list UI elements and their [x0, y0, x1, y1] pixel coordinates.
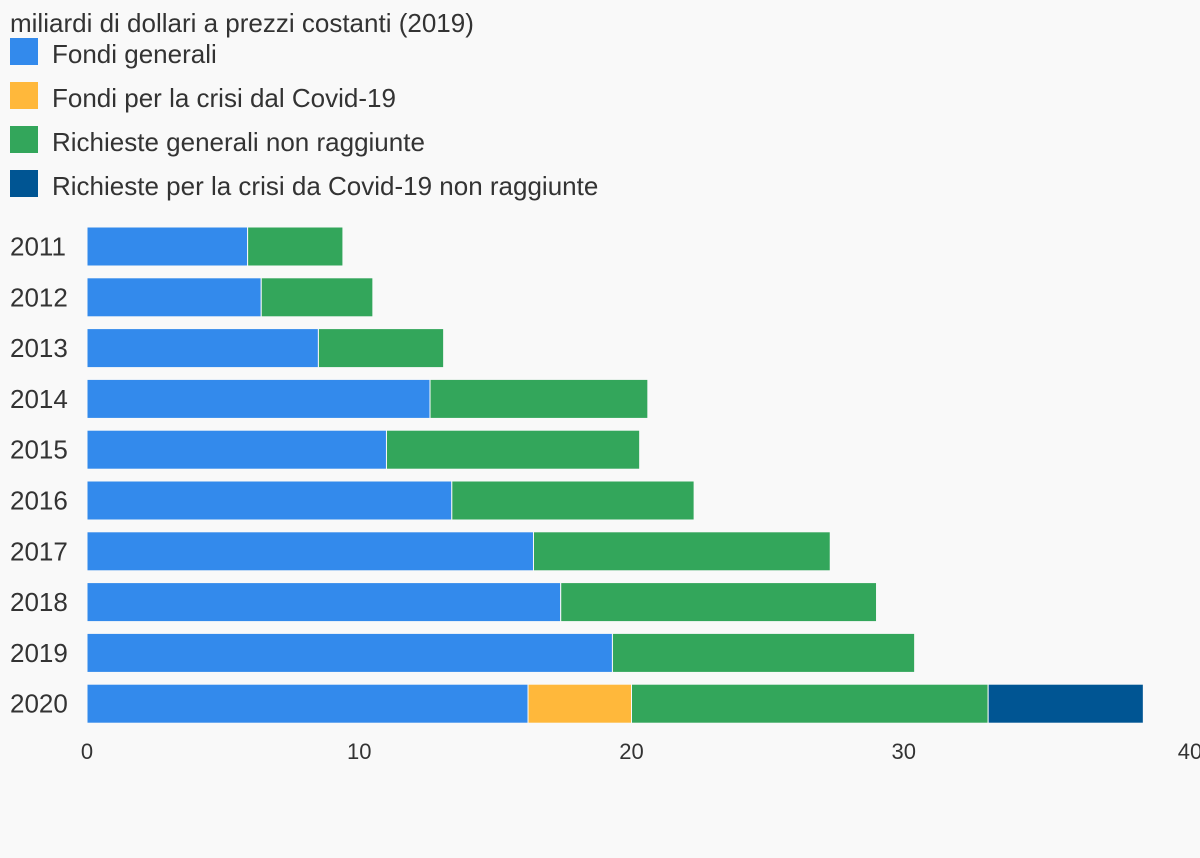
- bar-segment: [86, 378, 431, 419]
- bar-segment: [247, 226, 344, 267]
- bar-segment: [86, 683, 529, 724]
- legend-label: Richieste generali non raggiunte: [52, 127, 425, 157]
- legend-label: Richieste per la crisi da Covid-19 non r…: [52, 171, 598, 201]
- category-label: 2014: [10, 384, 68, 414]
- bar-segment: [86, 531, 534, 572]
- legend: Fondi generali Fondi per la crisi dal Cov…: [10, 38, 598, 201]
- category-label: 2011: [10, 232, 66, 262]
- bar-segment: [429, 378, 649, 419]
- x-tick-label: 10: [347, 739, 371, 764]
- legend-swatch: [10, 38, 38, 65]
- category-label: 2017: [10, 536, 68, 566]
- x-tick-label: 40: [1178, 739, 1200, 764]
- legend-swatch: [10, 82, 38, 109]
- category-label: 2012: [10, 282, 68, 312]
- legend-swatch: [10, 126, 38, 153]
- bar-segment: [611, 632, 916, 673]
- category-label: 2013: [10, 333, 68, 363]
- bar-segment: [86, 328, 319, 369]
- bar-segment: [260, 277, 374, 318]
- category-label: 2016: [10, 486, 68, 516]
- bar-segment: [527, 683, 632, 724]
- bar-segment: [86, 632, 613, 673]
- x-tick-label: 20: [619, 739, 643, 764]
- bars: [86, 226, 1144, 724]
- bar-segment: [532, 531, 831, 572]
- category-label: 2018: [10, 587, 68, 617]
- bar-segment: [631, 683, 989, 724]
- bar-segment: [317, 328, 445, 369]
- bar-segment: [987, 683, 1144, 724]
- bar-segment: [560, 582, 878, 623]
- legend-swatch: [10, 170, 38, 197]
- bar-segment: [86, 429, 387, 470]
- bar-segment: [86, 582, 562, 623]
- category-label: 2015: [10, 435, 68, 465]
- bar-segment: [86, 277, 262, 318]
- category-label: 2020: [10, 689, 68, 719]
- bar-segment: [451, 480, 695, 521]
- x-tick-label: 30: [892, 739, 916, 764]
- bar-segment: [86, 226, 249, 267]
- legend-label: Fondi generali: [52, 39, 217, 69]
- category-labels: 2011 2012 2013 2014 2015 2016 2017 2018 2019 2020: [10, 232, 68, 719]
- category-label: 2019: [10, 638, 68, 668]
- legend-label: Fondi per la crisi dal Covid-19: [52, 83, 396, 113]
- x-axis: 0 10 20 30 40: [81, 739, 1200, 764]
- bar-segment: [385, 429, 641, 470]
- x-tick-label: 0: [81, 739, 93, 764]
- unit-label: miliardi di dollari a prezzi costanti (2…: [10, 8, 474, 38]
- bar-segment: [86, 480, 453, 521]
